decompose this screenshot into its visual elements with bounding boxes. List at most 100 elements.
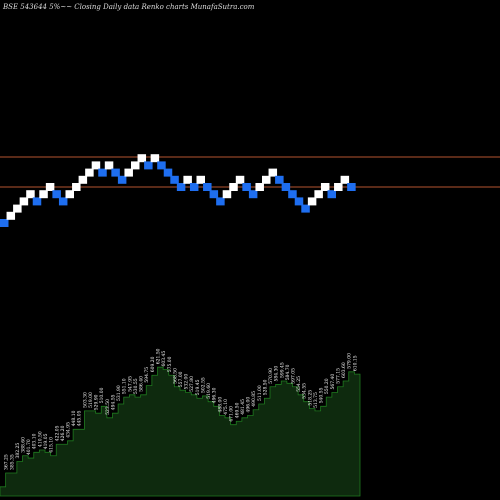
renko-brick [189, 183, 199, 191]
volume-label: 532.00 [184, 374, 190, 390]
renko-bricks [0, 154, 356, 227]
renko-brick [176, 183, 186, 191]
renko-brick [78, 175, 88, 184]
renko-brick [288, 190, 297, 199]
volume-label: 528.50 [262, 379, 268, 395]
volume-label: 415.10 [49, 437, 55, 453]
volume-label: 529.90 [94, 394, 100, 410]
volume-label: 388.60 [21, 437, 27, 453]
volume-label: 579.00 [347, 353, 353, 369]
volume-label: 610.15 [352, 355, 358, 371]
renko-brick [248, 190, 258, 199]
renko-brick [281, 183, 291, 191]
renko-brick [85, 168, 94, 177]
volume-label: 511.00 [257, 385, 263, 401]
volume-label: 502.55 [201, 377, 207, 393]
volume-label: 518.25 [307, 390, 313, 406]
volume-label: 594.75 [144, 367, 150, 383]
volume-label: 570.90 [268, 368, 274, 384]
volume-label: 434.95 [66, 422, 72, 438]
renko-brick [26, 190, 35, 199]
renko-brick [275, 175, 284, 184]
renko-brick [117, 175, 127, 184]
renko-brick [144, 161, 153, 170]
volume-label: 448.10 [71, 410, 77, 426]
renko-brick [91, 161, 101, 170]
renko-brick [216, 197, 225, 206]
renko-brick [255, 183, 264, 191]
reference-lines [0, 156, 500, 188]
volume-label: 496.00 [246, 397, 252, 413]
renko-brick [0, 219, 9, 227]
volume-label: 471.00 [229, 406, 235, 422]
volume-label: 584.30 [274, 366, 280, 382]
volume-label: 547.95 [127, 376, 133, 392]
renko-brick [170, 175, 179, 184]
volume-label: 481.45 [240, 399, 246, 415]
renko-brick [137, 154, 147, 163]
volume-label: 550.20 [324, 378, 330, 394]
volume-area [0, 366, 361, 497]
renko-brick [163, 168, 173, 177]
renko-brick [301, 204, 310, 213]
volume-label: 475.10 [223, 399, 229, 415]
volume-label: 584.70 [285, 364, 291, 380]
renko-brick [268, 168, 278, 177]
volume-label: 540.55 [319, 387, 325, 403]
volume-label: 503.30 [82, 392, 88, 408]
volume-label: 519.45 [195, 379, 201, 395]
renko-brick [307, 197, 317, 206]
volume-label: 496.30 [212, 387, 218, 403]
volume-label: 488.00 [217, 397, 223, 413]
volume-label: 554.25 [296, 376, 302, 392]
renko-brick [314, 190, 323, 199]
volume-label: 567.40 [330, 374, 336, 390]
renko-brick [209, 190, 219, 199]
renko-brick [183, 175, 192, 184]
renko-brick [131, 161, 140, 170]
volume-label: 403.10 [32, 433, 38, 449]
renko-brick [327, 190, 336, 199]
renko-brick [340, 175, 350, 184]
volume-label: 401.70 [26, 439, 32, 455]
renko-brick [262, 175, 271, 184]
renko-brick [65, 190, 74, 199]
volume-label: 385.35 [9, 454, 15, 470]
volume-label: 603.45 [161, 351, 167, 367]
volume-label: 534.55 [302, 383, 308, 399]
renko-brick [32, 197, 42, 206]
volume-label: 603.60 [341, 362, 347, 378]
renko-brick [19, 197, 29, 206]
volume-label: 609.20 [150, 356, 156, 372]
volume-label: 523.50 [105, 399, 111, 415]
renko-brick [13, 204, 22, 213]
renko-brick [52, 190, 61, 199]
volume-label: 519.00 [88, 392, 94, 408]
volume-label: 490.85 [251, 391, 257, 407]
volume-label: 513.75 [313, 392, 319, 408]
renko-brick [150, 154, 160, 163]
renko-brick [98, 168, 107, 177]
renko-brick [39, 190, 48, 199]
renko-brick [235, 175, 245, 184]
volume-label: 551.10 [122, 378, 128, 394]
volume-label: 367.25 [4, 454, 10, 470]
volume-label: 419.05 [43, 433, 49, 449]
renko-brick [294, 197, 304, 206]
volume-label: 568.50 [172, 368, 178, 384]
renko-brick [334, 183, 343, 191]
volume-label: 494.55 [111, 394, 117, 410]
renko-brick [45, 183, 55, 191]
volume-label: 510.00 [99, 387, 105, 403]
volume-label: 577.15 [336, 368, 342, 384]
renko-brick [229, 183, 238, 191]
volume-label: 382.25 [15, 443, 21, 459]
renko-brick [58, 197, 68, 206]
volume-label: 519.60 [206, 383, 212, 399]
renko-brick [111, 168, 120, 177]
volume-label: 597.05 [291, 368, 297, 384]
volume-label: 469.50 [234, 402, 240, 418]
